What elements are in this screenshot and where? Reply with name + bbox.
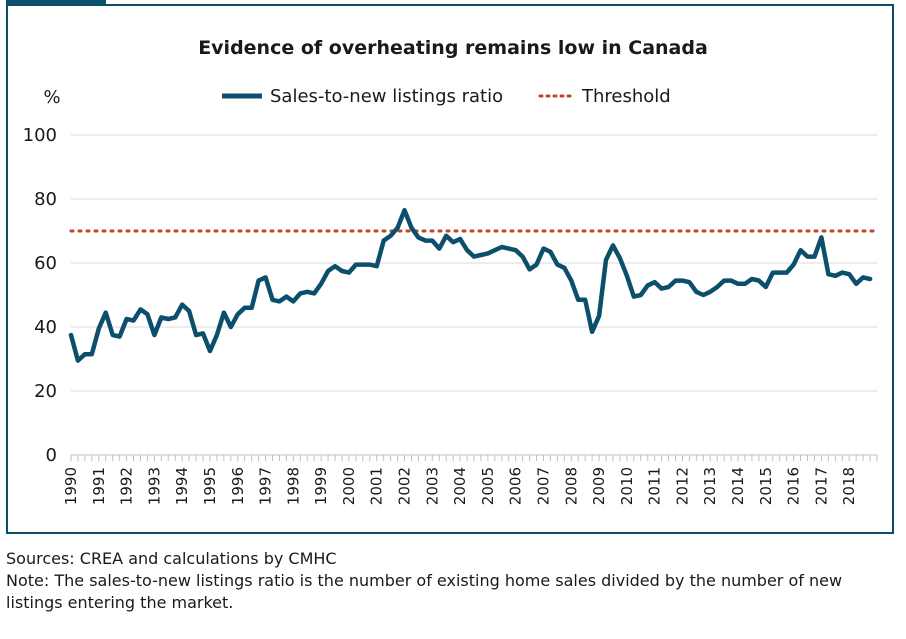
legend-label-ratio: Sales-to-new listings ratio [270,86,503,107]
chart-notes: Sources: CREA and calculations by CMHC N… [6,548,896,614]
x-tick-label-2009: 2009 [590,467,608,505]
x-tick-label-2003: 2003 [423,467,441,505]
x-tick-label-1997: 1997 [257,467,275,505]
x-tick-label-2013: 2013 [701,467,719,505]
x-tick-label-2005: 2005 [479,467,497,505]
x-tick-label-2015: 2015 [757,467,775,505]
x-axis: 1990 1991 1992 1993 1994 1995 1996 1997 1998 1999… [62,454,878,505]
frame-accent-tab [6,0,106,6]
chart-title: Evidence of overheating remains low in C… [198,37,708,59]
x-tick-label-1992: 1992 [118,467,136,505]
y-tick-label-0: 0 [46,445,57,466]
x-tick-label-2016: 2016 [785,467,803,505]
x-tick-label-1998: 1998 [284,467,302,505]
x-tick-label-1996: 1996 [229,467,247,505]
sales-to-new-listings-ratio-line [68,207,873,363]
series-lines [68,207,879,363]
x-tick-label-2007: 2007 [534,467,552,505]
x-tick-label-2001: 2001 [368,467,386,505]
x-tick-label-1991: 1991 [90,467,108,505]
gridlines [71,134,877,392]
x-tick-label-2011: 2011 [646,467,664,505]
x-tick-label-1990: 1990 [62,467,80,505]
y-tick-label-20: 20 [34,381,57,402]
x-tick-label-2006: 2006 [507,467,525,505]
y-tick-label-100: 100 [23,125,57,146]
legend: Sales-to-new listings ratio Threshold [222,86,671,107]
line-chart: Evidence of overheating remains low in C… [23,37,879,505]
legend-label-threshold: Threshold [581,86,671,107]
y-tick-label-40: 40 [34,317,57,338]
y-axis-ticks: 0 20 40 60 80 100 [23,125,57,466]
x-tick-label-1999: 1999 [312,467,330,505]
x-tick-label-2000: 2000 [340,467,358,505]
note-text: Note: The sales-to-new listings ratio is… [6,571,843,612]
chart-frame [6,4,894,534]
x-tick-label-2017: 2017 [812,467,830,505]
x-tick-label-2002: 2002 [396,467,414,505]
y-tick-label-60: 60 [34,253,57,274]
x-tick-label-1994: 1994 [173,467,191,505]
y-axis-unit-label: % [43,87,60,108]
x-tick-label-2010: 2010 [618,467,636,505]
x-tick-label-2018: 2018 [840,467,858,505]
sources-text: Sources: CREA and calculations by CMHC [6,549,337,568]
x-tick-label-2012: 2012 [673,467,691,505]
x-tick-label-2004: 2004 [451,467,469,505]
y-tick-label-80: 80 [34,189,57,210]
x-tick-label-2014: 2014 [729,467,747,505]
x-tick-label-1993: 1993 [145,467,163,505]
x-tick-label-1995: 1995 [201,467,219,505]
x-tick-label-2008: 2008 [562,467,580,505]
